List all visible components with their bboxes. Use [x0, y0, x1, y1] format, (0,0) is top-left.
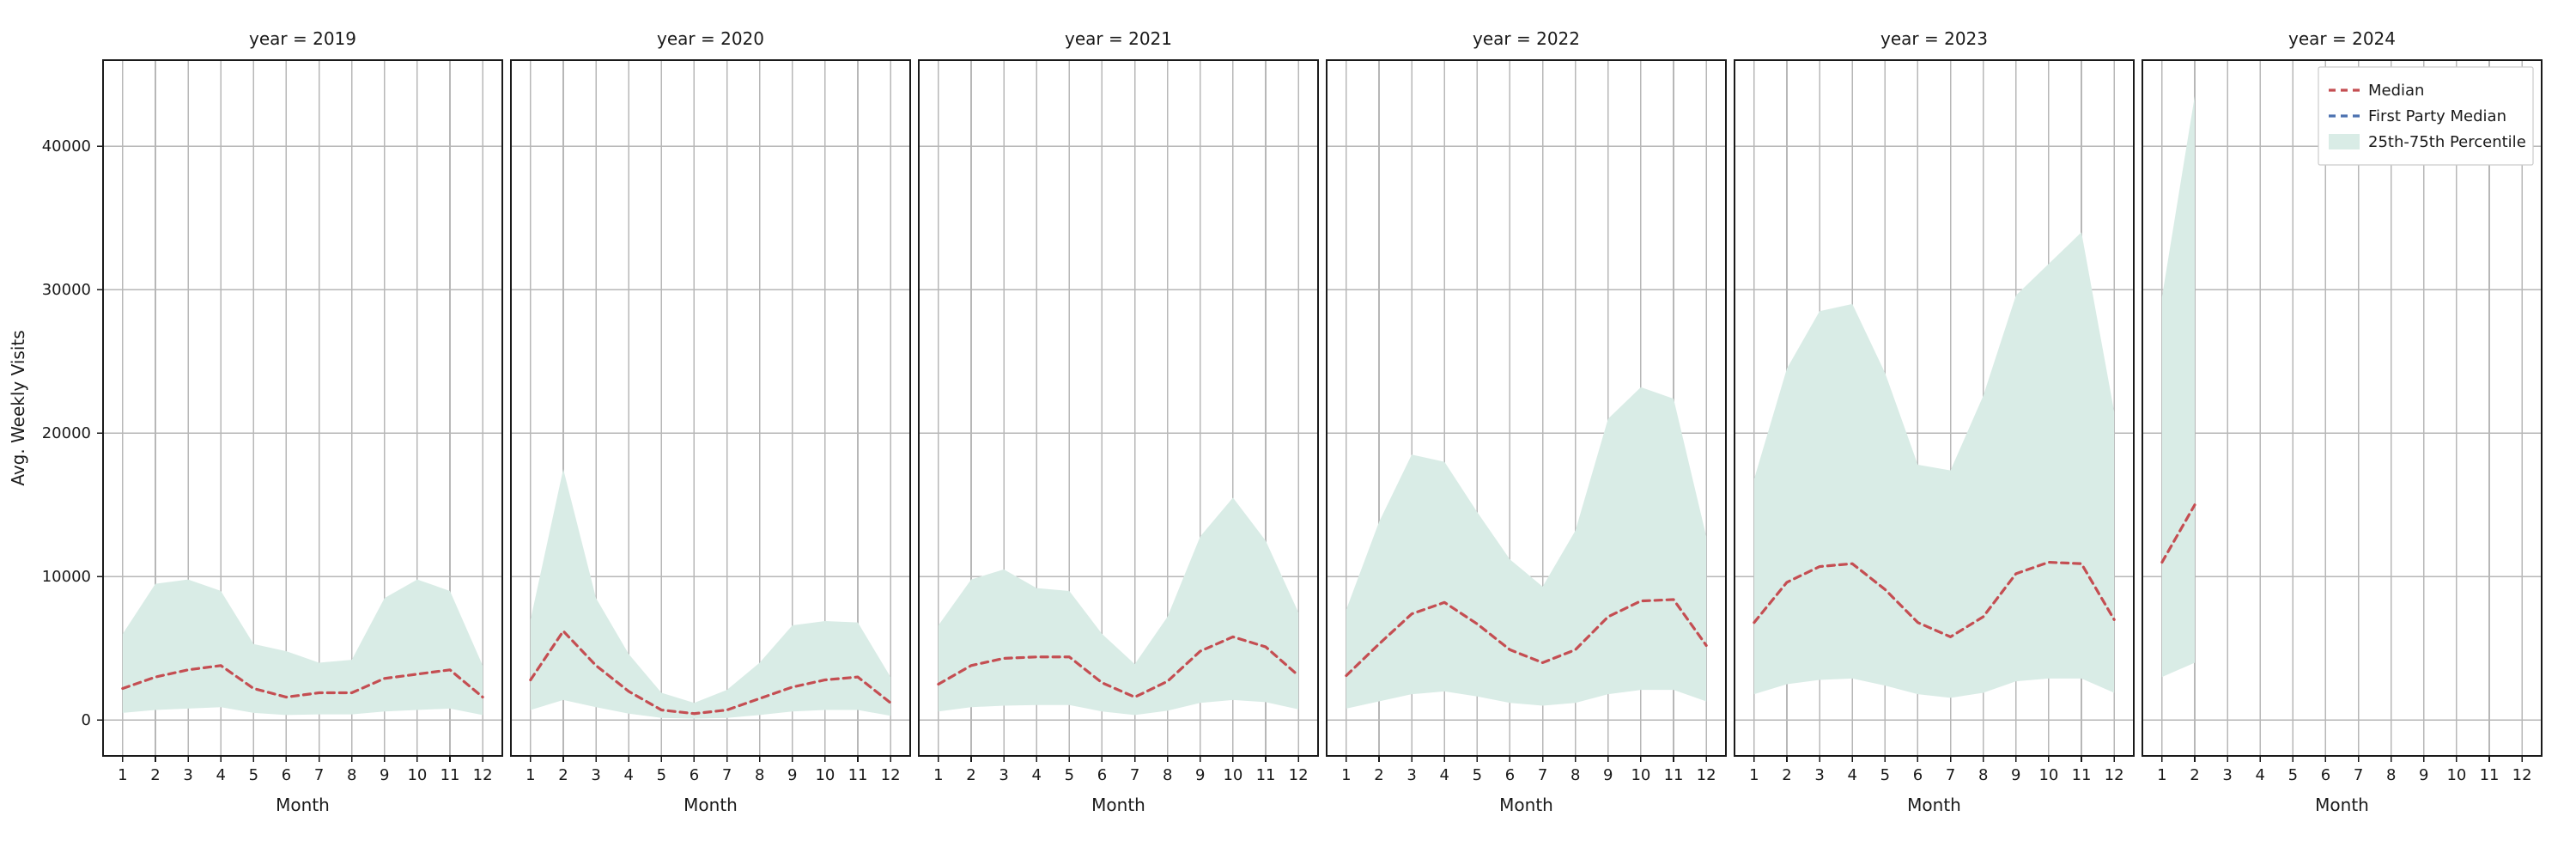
- x-tick-label: 6: [2321, 766, 2330, 784]
- x-tick-label: 4: [2255, 766, 2264, 784]
- x-tick-label: 1: [2157, 766, 2166, 784]
- x-tick-label: 1: [1341, 766, 1351, 784]
- x-tick-label: 7: [1538, 766, 1547, 784]
- x-tick-label: 8: [2386, 766, 2396, 784]
- x-tick-label: 11: [1664, 766, 1684, 784]
- y-tick-label: 30000: [42, 281, 91, 299]
- y-tick-label: 20000: [42, 424, 91, 442]
- x-tick-label: 2: [966, 766, 975, 784]
- x-tick-label: 6: [1505, 766, 1515, 784]
- x-tick-label: 5: [1880, 766, 1890, 784]
- x-tick-label: 12: [2512, 766, 2532, 784]
- legend-label: 25th-75th Percentile: [2368, 133, 2526, 151]
- legend-label: Median: [2368, 82, 2424, 100]
- x-tick-label: 6: [1097, 766, 1107, 784]
- x-tick-label: 5: [657, 766, 666, 784]
- x-tick-label: 8: [1571, 766, 1580, 784]
- x-tick-label: 4: [1439, 766, 1449, 784]
- x-tick-label: 1: [118, 766, 127, 784]
- x-axis-label: Month: [276, 795, 330, 815]
- panel-title: year = 2021: [1065, 28, 1172, 49]
- x-tick-label: 4: [1031, 766, 1041, 784]
- panel-title: year = 2024: [2288, 28, 2396, 49]
- x-tick-label: 11: [2480, 766, 2500, 784]
- x-tick-label: 6: [282, 766, 291, 784]
- legend-label: First Party Median: [2368, 107, 2506, 125]
- x-tick-label: 8: [1978, 766, 1988, 784]
- x-tick-label: 2: [2190, 766, 2199, 784]
- panel-title: year = 2019: [249, 28, 356, 49]
- x-tick-label: 4: [216, 766, 225, 784]
- x-tick-label: 8: [755, 766, 764, 784]
- x-tick-label: 7: [314, 766, 324, 784]
- x-tick-label: 4: [623, 766, 633, 784]
- panel-title: year = 2023: [1880, 28, 1988, 49]
- x-tick-label: 9: [1603, 766, 1613, 784]
- y-axis-label: Avg. Weekly Visits: [8, 330, 28, 485]
- x-tick-label: 7: [722, 766, 732, 784]
- x-tick-label: 1: [1749, 766, 1759, 784]
- x-tick-label: 4: [1847, 766, 1856, 784]
- x-tick-label: 2: [558, 766, 568, 784]
- y-tick-label: 10000: [42, 568, 91, 586]
- x-tick-label: 8: [1163, 766, 1172, 784]
- x-tick-label: 3: [591, 766, 600, 784]
- x-tick-label: 3: [1406, 766, 1416, 784]
- x-tick-label: 9: [2011, 766, 2020, 784]
- x-tick-label: 11: [2072, 766, 2092, 784]
- x-tick-label: 10: [1223, 766, 1242, 784]
- x-tick-label: 9: [2419, 766, 2428, 784]
- x-tick-label: 11: [440, 766, 460, 784]
- x-tick-label: 3: [2222, 766, 2232, 784]
- x-tick-label: 12: [881, 766, 901, 784]
- x-tick-label: 11: [1256, 766, 1276, 784]
- x-tick-label: 5: [249, 766, 258, 784]
- x-tick-label: 10: [1631, 766, 1650, 784]
- x-axis-label: Month: [2315, 795, 2369, 815]
- x-tick-label: 5: [2288, 766, 2298, 784]
- x-tick-label: 10: [815, 766, 835, 784]
- y-tick-label: 0: [82, 711, 91, 729]
- x-tick-label: 12: [1697, 766, 1716, 784]
- y-tick-label: 40000: [42, 137, 91, 155]
- x-tick-label: 12: [1289, 766, 1309, 784]
- x-axis-label: Month: [683, 795, 738, 815]
- x-tick-label: 12: [473, 766, 493, 784]
- x-tick-label: 2: [1374, 766, 1383, 784]
- panel-title: year = 2020: [657, 28, 764, 49]
- legend: Median First Party Median 25th-75th Percen…: [2318, 67, 2533, 165]
- x-tick-label: 3: [999, 766, 1008, 784]
- x-tick-label: 2: [150, 766, 160, 784]
- x-axis-label: Month: [1907, 795, 1961, 815]
- x-tick-label: 3: [1814, 766, 1824, 784]
- x-tick-label: 6: [690, 766, 699, 784]
- x-tick-label: 9: [380, 766, 389, 784]
- x-tick-label: 7: [1130, 766, 1139, 784]
- x-tick-label: 1: [933, 766, 943, 784]
- x-axis-label: Month: [1499, 795, 1553, 815]
- x-tick-label: 9: [787, 766, 797, 784]
- x-tick-label: 9: [1195, 766, 1205, 784]
- x-tick-label: 1: [526, 766, 535, 784]
- x-tick-label: 6: [1913, 766, 1923, 784]
- legend-swatch-patch: [2329, 134, 2360, 149]
- x-tick-label: 7: [2354, 766, 2363, 784]
- x-tick-label: 10: [2446, 766, 2466, 784]
- x-axis-label: Month: [1091, 795, 1145, 815]
- x-tick-label: 2: [1782, 766, 1791, 784]
- x-tick-label: 10: [2038, 766, 2058, 784]
- x-tick-label: 10: [407, 766, 427, 784]
- x-tick-label: 5: [1065, 766, 1074, 784]
- x-tick-label: 11: [848, 766, 868, 784]
- x-tick-label: 8: [347, 766, 356, 784]
- x-tick-label: 12: [2105, 766, 2124, 784]
- x-tick-label: 5: [1473, 766, 1482, 784]
- x-tick-label: 7: [1946, 766, 1955, 784]
- x-tick-label: 3: [183, 766, 192, 784]
- panel-title: year = 2022: [1473, 28, 1580, 49]
